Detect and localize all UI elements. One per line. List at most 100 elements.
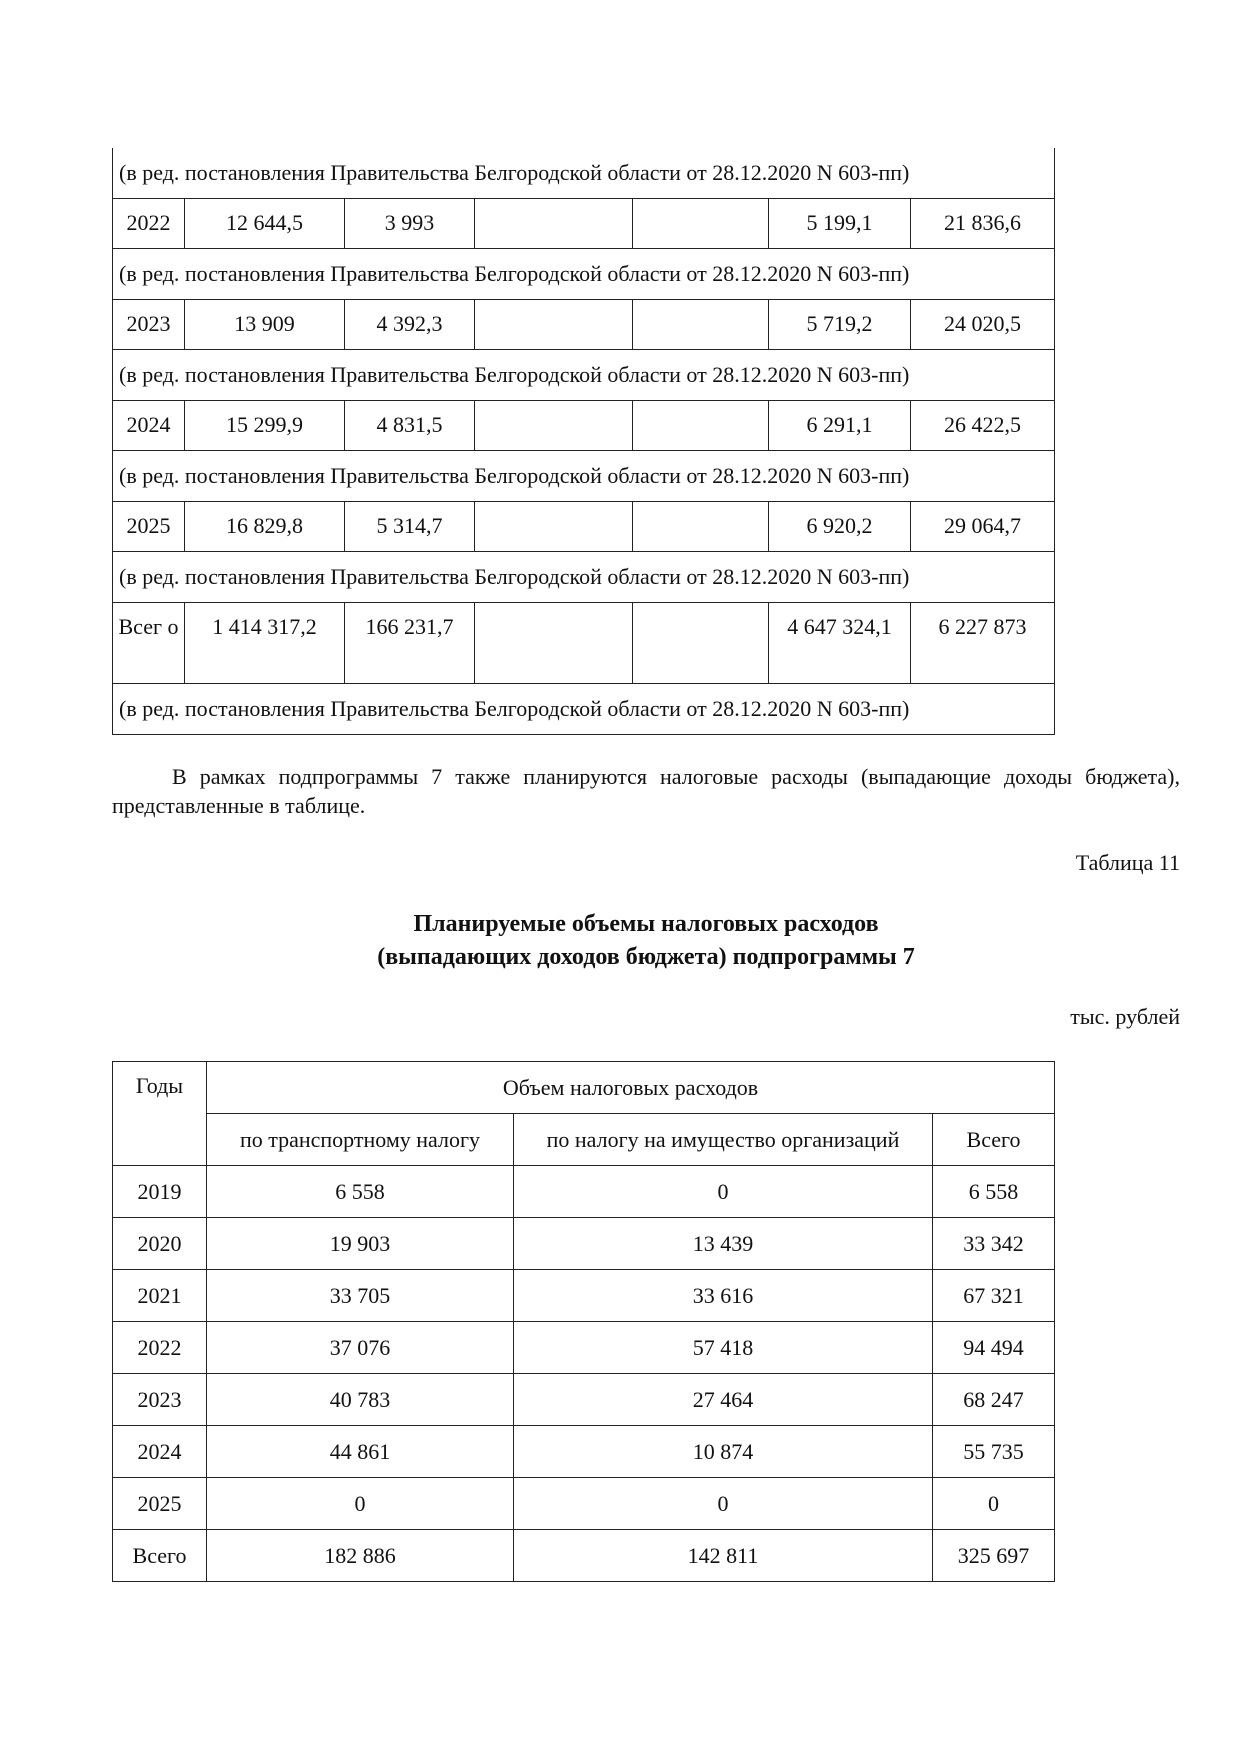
cell-c2: 4 831,5 xyxy=(344,400,475,451)
cell-transport: 37 076 xyxy=(206,1321,514,1374)
tax-expenditure-table: Годы Объем налоговых расходов по транспо… xyxy=(112,1061,1056,1582)
cell-c4 xyxy=(632,299,769,350)
cell-transport: 40 783 xyxy=(206,1373,514,1426)
amendment-note: (в ред. постановления Правительства Белг… xyxy=(111,450,1056,502)
units-label: тыс. рублей xyxy=(1070,1004,1180,1029)
cell-total: 325 697 xyxy=(931,1529,1056,1582)
cell-c6: 24 020,5 xyxy=(909,299,1056,350)
cell-total: 6 558 xyxy=(931,1165,1056,1218)
header-row: Годы Объем налоговых расходов xyxy=(112,1061,1056,1166)
cell-c1: 1 414 317,2 xyxy=(184,602,345,684)
cell-year: 2023 xyxy=(112,299,185,350)
cell-c2: 166 231,7 xyxy=(344,602,475,684)
cell-c3 xyxy=(474,501,633,552)
table-row: 2021 33 705 33 616 67 321 xyxy=(112,1269,1056,1322)
cell-property: 13 439 xyxy=(513,1217,933,1270)
cell-year: 2025 xyxy=(112,1477,207,1530)
cell-c5: 5 199,1 xyxy=(768,198,911,249)
amendment-note: (в ред. постановления Правительства Белг… xyxy=(111,349,1056,401)
cell-total: 68 247 xyxy=(931,1373,1056,1426)
amendment-note-row: (в ред. постановления Правительства Белг… xyxy=(111,148,1056,199)
cell-c4 xyxy=(632,501,769,552)
header-total: Всего xyxy=(931,1113,1056,1166)
cell-c1: 12 644,5 xyxy=(184,198,345,249)
table-row: 2025 16 829,8 5 314,7 6 920,2 29 064,7 xyxy=(112,501,1056,552)
table-row: Всего 182 886 142 811 325 697 xyxy=(112,1529,1056,1582)
table-row: 2024 44 861 10 874 55 735 xyxy=(112,1425,1056,1478)
cell-c3 xyxy=(474,400,633,451)
table-row: 2019 6 558 0 6 558 xyxy=(112,1165,1056,1218)
cell-c6: 21 836,6 xyxy=(909,198,1056,249)
table-row: 2022 37 076 57 418 94 494 xyxy=(112,1321,1056,1374)
table-row: 2023 40 783 27 464 68 247 xyxy=(112,1373,1056,1426)
cell-c6: 29 064,7 xyxy=(909,501,1056,552)
amendment-note: (в ред. постановления Правительства Белг… xyxy=(111,551,1056,603)
amendment-note-row: (в ред. постановления Правительства Белг… xyxy=(111,683,1056,735)
title-line-2: (выпадающих доходов бюджета) подпрограмм… xyxy=(377,944,915,970)
cell-c3 xyxy=(474,299,633,350)
cell-year: 2022 xyxy=(112,1321,207,1374)
cell-c6: 6 227 873 xyxy=(909,602,1056,684)
header-transport: по транспортному налогу xyxy=(206,1113,514,1166)
table-row: 2025 0 0 0 xyxy=(112,1477,1056,1530)
cell-transport: 0 xyxy=(206,1477,514,1530)
cell-transport: 44 861 xyxy=(206,1425,514,1478)
cell-transport: 182 886 xyxy=(206,1529,514,1582)
cell-year: 2024 xyxy=(112,400,185,451)
cell-year: 2022 xyxy=(112,198,185,249)
cell-year: Всег о xyxy=(112,602,185,684)
cell-c3 xyxy=(474,198,633,249)
cell-year: 2020 xyxy=(112,1217,207,1270)
cell-c4 xyxy=(632,400,769,451)
amendment-note-row: (в ред. постановления Правительства Белг… xyxy=(111,248,1056,300)
cell-c2: 4 392,3 xyxy=(344,299,475,350)
cell-c1: 16 829,8 xyxy=(184,501,345,552)
table-row: 2024 15 299,9 4 831,5 6 291,1 26 422,5 xyxy=(112,400,1056,451)
cell-c5: 6 920,2 xyxy=(768,501,911,552)
amendment-note-row: (в ред. постановления Правительства Белг… xyxy=(111,450,1056,502)
intro-paragraph: В рамках подпрограммы 7 также планируютс… xyxy=(112,764,1180,818)
cell-c1: 13 909 xyxy=(184,299,345,350)
cell-c3 xyxy=(474,602,633,684)
amendment-note: (в ред. постановления Правительства Белг… xyxy=(111,248,1056,300)
table-row: 2022 12 644,5 3 993 5 199,1 21 836,6 xyxy=(112,198,1056,249)
cell-c6: 26 422,5 xyxy=(909,400,1056,451)
table-row: 2023 13 909 4 392,3 5 719,2 24 020,5 xyxy=(112,299,1056,350)
cell-property: 10 874 xyxy=(513,1425,933,1478)
cell-c1: 15 299,9 xyxy=(184,400,345,451)
cell-c5: 4 647 324,1 xyxy=(768,602,911,684)
table-title: Планируемые объемы налоговых расходов (в… xyxy=(112,908,1180,974)
cell-c4 xyxy=(632,198,769,249)
cell-property: 0 xyxy=(513,1165,933,1218)
cell-total: 33 342 xyxy=(931,1217,1056,1270)
cell-total: 94 494 xyxy=(931,1321,1056,1374)
cell-c4 xyxy=(632,602,769,684)
cell-c5: 5 719,2 xyxy=(768,299,911,350)
amendment-note-row: (в ред. постановления Правительства Белг… xyxy=(111,349,1056,401)
header-property: по налогу на имущество организаций xyxy=(513,1113,933,1166)
amendment-note: (в ред. постановления Правительства Белг… xyxy=(111,683,1056,735)
cell-transport: 19 903 xyxy=(206,1217,514,1270)
cell-transport: 6 558 xyxy=(206,1165,514,1218)
cell-year: 2024 xyxy=(112,1425,207,1478)
cell-property: 0 xyxy=(513,1477,933,1530)
cell-property: 33 616 xyxy=(513,1269,933,1322)
cell-property: 142 811 xyxy=(513,1529,933,1582)
cell-total: 0 xyxy=(931,1477,1056,1530)
cell-year: 2023 xyxy=(112,1373,207,1426)
title-line-1: Планируемые объемы налоговых расходов xyxy=(413,911,879,937)
cell-year: Всего xyxy=(112,1529,207,1582)
cell-total: 55 735 xyxy=(931,1425,1056,1478)
header-group: Объем налоговых расходов xyxy=(205,1061,1056,1114)
header-years: Годы xyxy=(112,1061,207,1166)
cell-property: 27 464 xyxy=(513,1373,933,1426)
subheader-row: по транспортному налогу по налогу на иму… xyxy=(113,1113,1056,1166)
cell-total: 67 321 xyxy=(931,1269,1056,1322)
cell-year: 2021 xyxy=(112,1269,207,1322)
cell-property: 57 418 xyxy=(513,1321,933,1374)
table-row: 2020 19 903 13 439 33 342 xyxy=(112,1217,1056,1270)
cell-year: 2019 xyxy=(112,1165,207,1218)
cell-c5: 6 291,1 xyxy=(768,400,911,451)
funding-table-continued: (в ред. постановления Правительства Белг… xyxy=(111,148,1056,735)
